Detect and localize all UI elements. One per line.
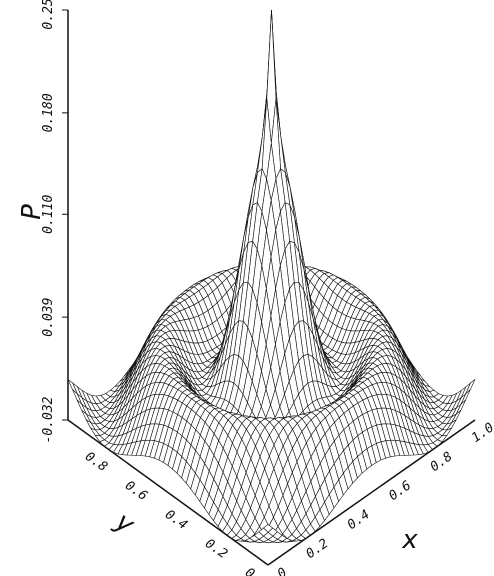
x-tick-label: 0.8 [428,449,456,475]
y-axis-line [67,419,269,566]
x-tick-label: 0.6 [386,478,414,504]
mesh-cell [263,524,274,533]
x-tick-label: 0.4 [345,507,373,533]
y-tick-label: 0.4 [162,507,190,533]
x-tick-label: 0.2 [303,536,331,562]
surface-mesh [67,9,476,544]
z-tick-label: 0.110 [41,195,56,234]
z-axis-ticks: -0.032 0.039 0.110 0.180 0.251 [41,0,68,443]
z-tick-label: 0.180 [41,93,56,132]
z-tick-label: 0.039 [41,298,56,337]
z-tick-label: 0.251 [41,0,56,30]
y-tick-label: 0.8 [82,449,110,475]
x-tick-label: 1.0 [469,420,494,446]
x-axis-line [267,419,476,566]
y-tick-label: 0.0 [242,565,270,576]
y-tick-label: 0.2 [202,536,230,562]
x-axis-label: x [401,525,418,555]
y-tick-label: 0.6 [122,478,150,504]
x-tick-label: 0.0 [262,565,290,576]
z-axis-label: P [17,204,47,220]
y-axis-label: y [109,506,140,540]
z-tick-label: -0.032 [41,396,56,443]
